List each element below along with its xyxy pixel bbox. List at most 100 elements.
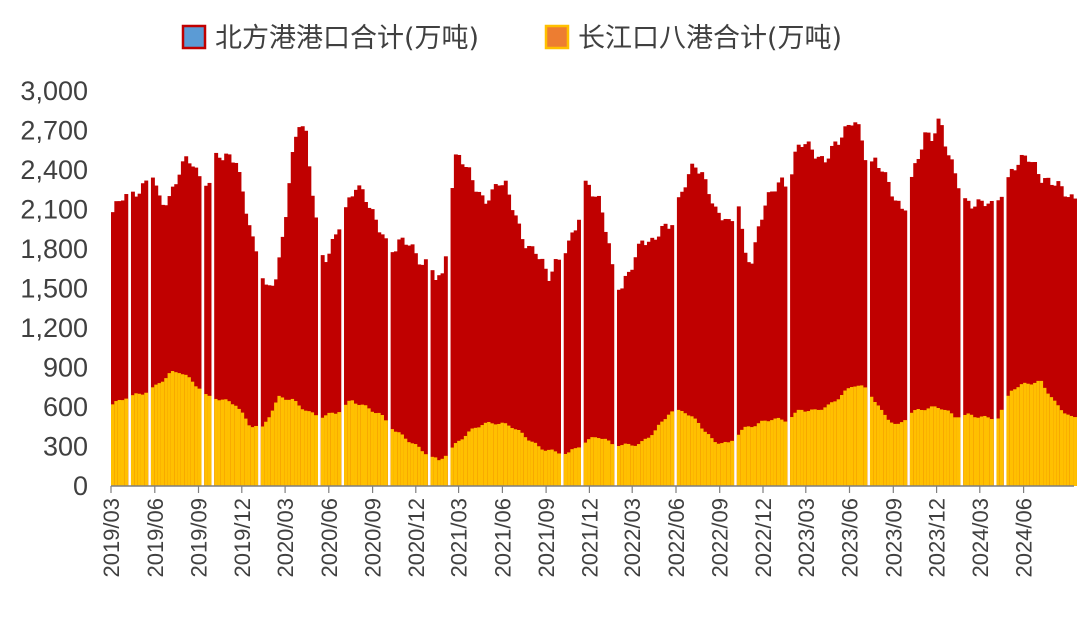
north-ports-bar [656, 236, 661, 486]
yangtze-ports-bar [953, 417, 958, 486]
north-ports-bar [570, 232, 575, 486]
x-tick-label: 2019/03 [99, 498, 124, 578]
north-ports-bar [983, 206, 988, 486]
yangtze-ports-bar [939, 409, 944, 486]
yangtze-ports-bar [190, 381, 195, 486]
yangtze-ports-bar [1039, 380, 1044, 486]
north-ports-bar [630, 269, 635, 486]
north-ports-bar [1013, 170, 1018, 487]
north-ports-bar [653, 239, 658, 486]
yangtze-ports-bar [1023, 382, 1028, 486]
north-ports-bar [660, 225, 665, 487]
north-ports-bar [796, 144, 801, 486]
yangtze-ports-bar [600, 438, 605, 486]
north-ports-bar [1043, 178, 1048, 487]
north-ports-bar [776, 182, 781, 486]
north-ports-bar [726, 219, 731, 486]
yangtze-ports-bar [989, 419, 994, 486]
yangtze-ports-bar [473, 427, 478, 486]
yangtze-ports-bar [666, 414, 671, 486]
yangtze-ports-bar [736, 434, 741, 486]
north-ports-bar [420, 264, 425, 486]
north-ports-bar [683, 187, 688, 486]
yangtze-ports-bar [1019, 384, 1024, 486]
yangtze-ports-bar [483, 422, 488, 486]
north-ports-bar [144, 180, 149, 487]
north-ports-bar [393, 251, 398, 486]
yangtze-ports-bar [114, 401, 119, 486]
north-ports-bar [1046, 177, 1051, 486]
yangtze-ports-bar [710, 438, 715, 486]
north-ports-bar [603, 231, 608, 486]
north-ports-bar [483, 203, 488, 486]
north-ports-bar [254, 251, 259, 486]
north-ports-bar [1066, 197, 1071, 487]
north-ports-bar [167, 196, 172, 486]
yangtze-ports-bar [297, 405, 302, 486]
yangtze-ports-bar [487, 421, 492, 486]
yangtze-ports-bar [793, 412, 798, 486]
north-ports-bar [600, 212, 605, 487]
yangtze-ports-bar [833, 401, 838, 486]
north-ports-bar [224, 153, 229, 487]
north-ports-bar [490, 189, 495, 486]
yangtze-ports-bar [653, 430, 658, 486]
north-ports-bar [813, 158, 818, 486]
north-ports-bar [626, 271, 631, 486]
yangtze-ports-bar [267, 417, 272, 486]
north-ports-bar [330, 238, 335, 486]
north-ports-bar [830, 145, 834, 486]
north-ports-bar [130, 191, 135, 487]
north-ports-bar [593, 196, 598, 486]
north-ports-bar [563, 253, 568, 486]
north-ports-bar [367, 207, 372, 487]
north-ports-bar [214, 152, 219, 486]
yangtze-ports-bar [430, 456, 435, 486]
north-ports-bar [250, 236, 255, 486]
x-tick-label: 2020/09 [361, 498, 386, 578]
north-ports-bar [633, 257, 638, 486]
north-ports-bar [826, 158, 831, 486]
yangtze-ports-bar [547, 449, 552, 486]
north-ports-bar [690, 163, 695, 486]
north-ports-bar [587, 184, 591, 487]
yangtze-ports-bar [670, 411, 675, 486]
yangtze-ports-bar [587, 439, 591, 486]
yangtze-ports-bar [646, 437, 651, 486]
north-ports-bar [280, 236, 285, 486]
yangtze-ports-bar [320, 417, 325, 486]
north-ports-bar [646, 241, 651, 486]
y-tick-label: 3,000 [20, 76, 88, 106]
north-ports-bar [417, 264, 422, 486]
north-ports-bar [467, 167, 472, 487]
north-ports-bar [810, 149, 814, 486]
north-ports-bar [140, 183, 145, 487]
north-ports-bar [270, 285, 275, 486]
legend-swatch-north-ports [181, 24, 207, 50]
north-ports-bar [979, 200, 984, 487]
north-ports-bar [443, 256, 448, 486]
yangtze-ports-bar [773, 418, 778, 486]
yangtze-ports-bar [194, 386, 199, 486]
north-ports-bar [174, 184, 179, 486]
yangtze-ports-bar [144, 392, 149, 486]
yangtze-ports-bar [244, 418, 249, 486]
y-tick-label: 0 [73, 471, 88, 501]
yangtze-ports-bar [360, 404, 365, 486]
legend-swatch-yangtze-ports [544, 24, 570, 50]
yangtze-ports-bar [893, 423, 898, 486]
north-ports-bar [440, 273, 445, 486]
yangtze-ports-bar [477, 427, 482, 486]
north-ports-bar [137, 193, 142, 487]
yangtze-ports-bar [413, 444, 418, 486]
yangtze-ports-bar [746, 426, 751, 486]
north-ports-bar [190, 166, 195, 486]
north-ports-bar [780, 177, 785, 486]
yangtze-ports-bar [543, 450, 548, 486]
y-tick-label: 1,200 [20, 313, 88, 343]
yangtze-ports-bar [706, 434, 711, 486]
north-ports-bar [543, 268, 548, 486]
yangtze-ports-bar [174, 372, 179, 486]
yangtze-ports-bar [680, 411, 685, 486]
north-ports-bar [1036, 174, 1041, 487]
